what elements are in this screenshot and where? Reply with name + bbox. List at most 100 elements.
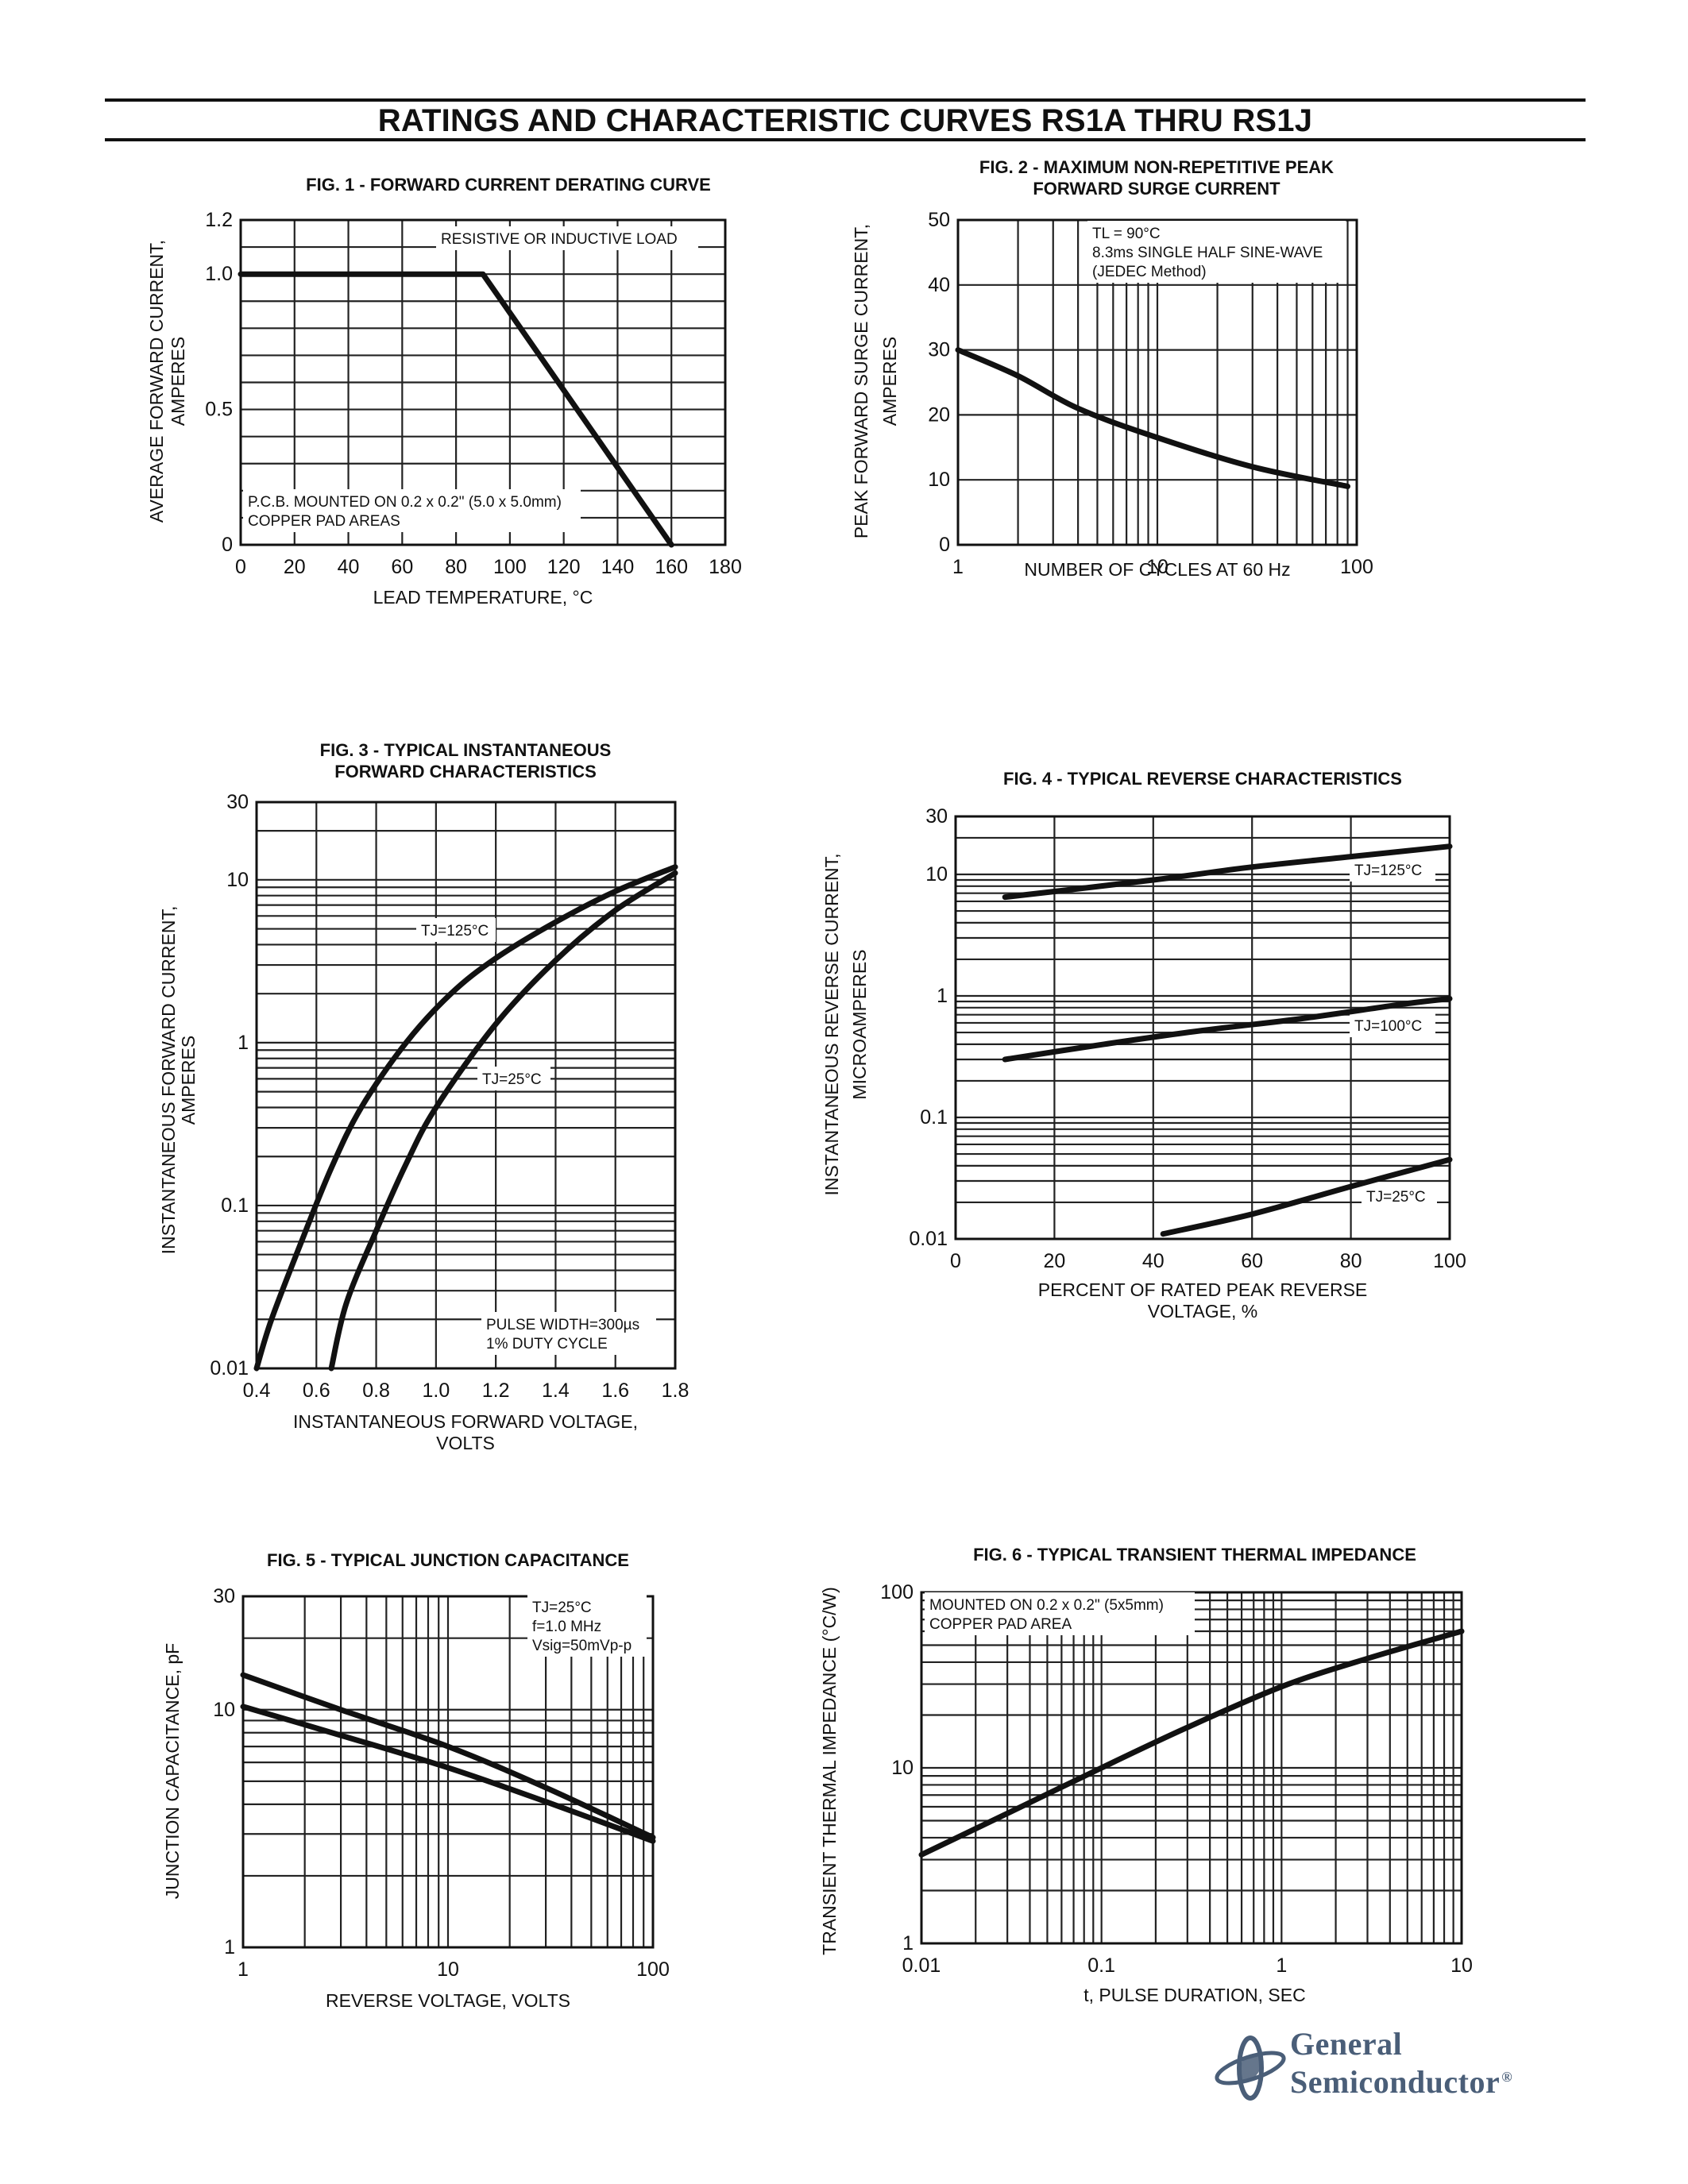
general-semiconductor-logo: General Semiconductor ® (1209, 2025, 1590, 2113)
fig6-y-tick-label: 100 (880, 1581, 914, 1603)
fig6-title: FIG. 6 - TYPICAL TRANSIENT THERMAL IMPED… (973, 1545, 1416, 1565)
fig3-x-tick-label: 1.0 (422, 1379, 450, 1402)
fig2-x-tick-label: 10 (1146, 556, 1168, 578)
fig1-series-1-line (238, 271, 674, 548)
fig4-series-1-line (1002, 843, 1453, 901)
fig3-annotation: TJ=125°C (416, 918, 496, 942)
fig5-grid (241, 1595, 655, 1949)
fig3-annotation-bg (416, 918, 496, 942)
fig2-y-tick-label: 20 (928, 403, 950, 426)
fig5-plot-frame (241, 1595, 655, 1949)
fig6-series-1-line (918, 1628, 1465, 1858)
fig5-annotation-bg (527, 1595, 647, 1657)
fig4-annotation: TJ=25°C (1362, 1184, 1437, 1208)
fig2-annotation-text: TL = 90°C (1092, 226, 1161, 242)
fig4-title: FIG. 4 - TYPICAL REVERSE CHARACTERISTICS (1003, 769, 1402, 789)
fig3-x-tick-label: 1.8 (662, 1379, 689, 1402)
fig1-annotation-text: P.C.B. MOUNTED ON 0.2 x 0.2" (5.0 x 5.0m… (248, 494, 562, 511)
fig4-y-tick-label: 1 (937, 985, 948, 1007)
fig1-title: FIG. 1 - FORWARD CURRENT DERATING CURVE (306, 175, 711, 195)
fig2-y-axis-label: PEAK FORWARD SURGE CURRENT, (851, 224, 871, 538)
fig1-x-tick-label: 120 (547, 556, 581, 578)
fig1-annotation-bg (436, 226, 698, 250)
fig6-annotation-bg (925, 1592, 1195, 1635)
fig4-series-3-line (1160, 1156, 1453, 1237)
fig4-annotation: TJ=100°C (1350, 1013, 1435, 1037)
fig1-y-tick-label: 0 (222, 534, 233, 556)
fig3-y-axis-label: AMPERES (178, 1036, 199, 1125)
fig2-plot-frame (956, 218, 1358, 546)
fig6-plot-frame (920, 1591, 1463, 1945)
fig2-y-tick-label: 50 (928, 209, 950, 231)
fig2-y-tick-label: 40 (928, 274, 950, 296)
fig4-x-tick-label: 100 (1433, 1250, 1466, 1272)
fig4-annotation-bg (1350, 858, 1435, 882)
registered-mark: ® (1501, 2068, 1513, 2085)
fig4-x-tick-label: 40 (1142, 1250, 1165, 1272)
fig2-y-axis-label: AMPERES (879, 337, 900, 426)
fig3-annotation: TJ=25°C (477, 1067, 550, 1090)
brand-emblem-icon (1215, 2035, 1286, 2101)
fig6-x-axis-label: t, PULSE DURATION, SEC (1083, 1985, 1305, 2005)
fig1-y-axis-label: AVERAGE FORWARD CURRENT, (146, 240, 167, 523)
fig5-annotation-text: f=1.0 MHz (532, 1619, 601, 1635)
fig3-x-tick-label: 1.4 (542, 1379, 570, 1402)
fig6-y-axis-label: TRANSIENT THERMAL IMPEDANCE (°C/W) (819, 1587, 840, 1955)
fig6-x-tick-label: 10 (1450, 1954, 1473, 1977)
fig3-y-axis-label: INSTANTANEOUS FORWARD CURRENT, (158, 906, 179, 1255)
brand-name-line1: General (1290, 2026, 1403, 2062)
fig6-x-tick-label: 0.1 (1087, 1954, 1115, 1977)
fig2-title: FORWARD SURGE CURRENT (1033, 179, 1280, 199)
fig5-y-tick-label: 10 (213, 1699, 235, 1721)
fig4-x-tick-label: 0 (950, 1250, 961, 1272)
fig3-x-axis-label: INSTANTANEOUS FORWARD VOLTAGE, (293, 1411, 638, 1432)
fig2-annotation-text: (JEDEC Method) (1092, 264, 1207, 280)
fig3-x-axis-label: VOLTS (436, 1433, 495, 1453)
fig1-annotation: RESISTIVE OR INDUCTIVE LOAD (436, 226, 698, 250)
fig2-y-tick-label: 30 (928, 339, 950, 361)
fig4-annotation-text: TJ=100°C (1354, 1018, 1422, 1035)
fig2-annotation: TL = 90°C 8.3ms SINGLE HALF SINE-WAVE (JED… (1087, 221, 1346, 283)
fig4-x-axis-label: PERCENT OF RATED PEAK REVERSE (1038, 1279, 1368, 1300)
fig1-y-tick-label: 0.5 (205, 399, 233, 421)
fig5-annotation: TJ=25°C f=1.0 MHz Vsig=50mVp-p (527, 1595, 647, 1657)
fig4-y-tick-label: 10 (925, 863, 948, 886)
fig3-series-1-line (253, 864, 678, 1372)
fig5-series-2-line (240, 1704, 656, 1844)
fig1-y-tick-label: 1.2 (205, 209, 233, 231)
fig4-y-axis-label: MICROAMPERES (849, 949, 870, 1099)
fig5-y-tick-label: 1 (224, 1936, 235, 1958)
fig1-annotation: P.C.B. MOUNTED ON 0.2 x 0.2" (5.0 x 5.0m… (243, 489, 581, 532)
title-underline (105, 138, 1586, 141)
fig6-grid (920, 1591, 1463, 1945)
fig5-annotation-text: Vsig=50mVp-p (532, 1638, 632, 1654)
fig4-annotation: TJ=125°C (1350, 858, 1435, 882)
fig2-series-1-line (955, 347, 1350, 489)
fig1-y-tick-label: 1.0 (205, 263, 233, 285)
fig3-annotation-bg (477, 1067, 550, 1090)
fig4-x-axis-label: VOLTAGE, % (1148, 1301, 1257, 1322)
fig3-x-tick-label: 0.8 (362, 1379, 390, 1402)
fig5-y-tick-label: 30 (213, 1585, 235, 1607)
fig3-y-tick-label: 0.1 (221, 1194, 249, 1217)
fig3-title: FIG. 3 - TYPICAL INSTANTANEOUS (320, 740, 612, 760)
fig4-y-tick-label: 0.01 (909, 1228, 948, 1250)
fig6-annotation: MOUNTED ON 0.2 x 0.2" (5x5mm) COPPER PAD … (925, 1592, 1195, 1635)
fig3-y-tick-label: 0.01 (210, 1357, 249, 1379)
fig4-y-tick-label: 30 (925, 805, 948, 828)
fig3-x-tick-label: 0.6 (303, 1379, 330, 1402)
fig5-x-tick-label: 10 (437, 1958, 459, 1981)
brand-name-line2-text: Semiconductor (1290, 2064, 1501, 2100)
fig3-annotation-bg (481, 1312, 656, 1355)
fig3-x-tick-label: 1.6 (601, 1379, 629, 1402)
fig1-annotation-bg (243, 489, 581, 532)
fig2-y-tick-label: 10 (928, 469, 950, 491)
fig3-y-tick-label: 10 (226, 869, 249, 891)
fig1-x-tick-label: 20 (284, 556, 306, 578)
fig1-annotation-text: COPPER PAD AREAS (248, 513, 400, 530)
fig3-annotation-text: 1% DUTY CYCLE (486, 1336, 608, 1352)
fig2-x-axis-label: NUMBER OF CYCLES AT 60 Hz (1024, 559, 1290, 580)
